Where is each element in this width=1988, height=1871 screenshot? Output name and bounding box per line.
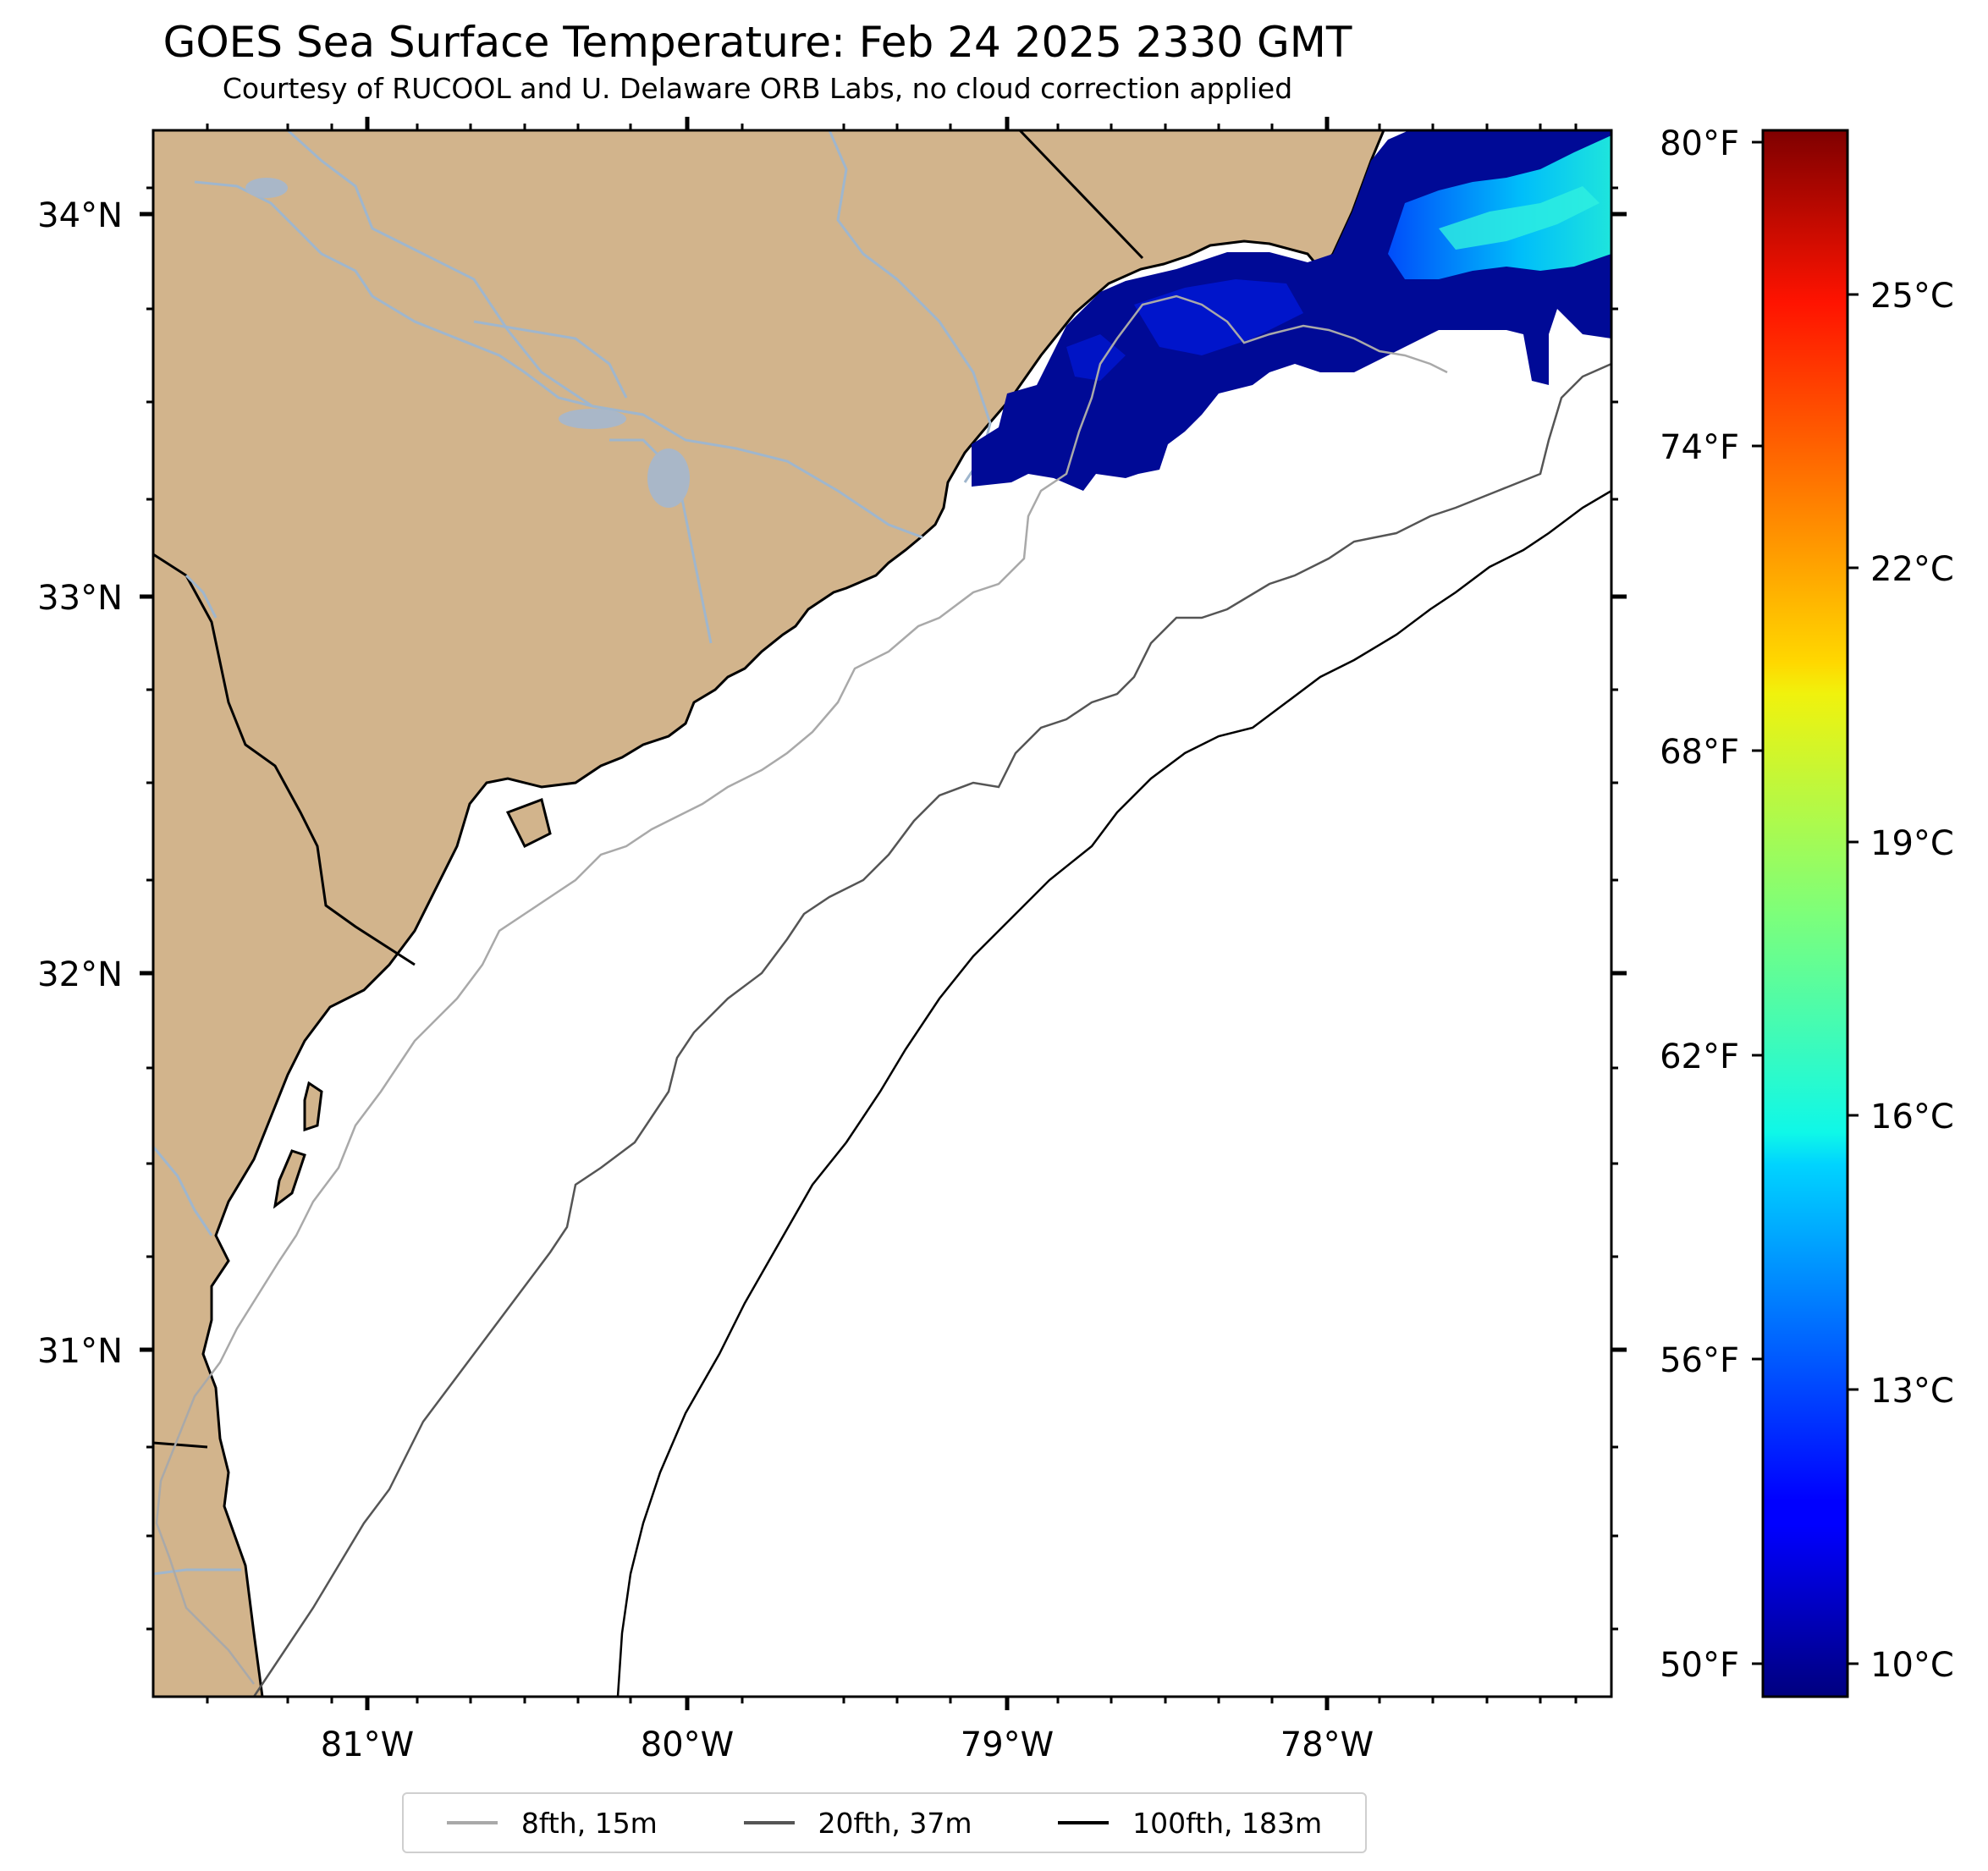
sst-field: [972, 130, 1611, 491]
island: [303, 1081, 323, 1132]
map-frame: [151, 129, 1613, 1698]
isobath-183m: [616, 489, 1611, 1697]
lon-label-79: 79°W: [961, 1725, 1054, 1764]
legend-item-37m: 20fth, 37m: [743, 1806, 972, 1840]
colorbar-c-label: 25°C: [1870, 277, 1954, 316]
island: [273, 1149, 306, 1209]
colorbar-f-label: 50°F: [1660, 1646, 1739, 1685]
isobath-37m: [252, 362, 1611, 1697]
lake: [245, 178, 288, 198]
map-area: [153, 130, 1611, 1697]
lon-label-78: 78°W: [1280, 1725, 1374, 1764]
lat-label-32: 32°N: [37, 955, 123, 994]
isobath-15m: [155, 294, 1448, 1685]
legend-swatch-15m: [446, 1821, 498, 1824]
map-title: GOES Sea Surface Temperature: Feb 24 202…: [162, 18, 1352, 67]
colorbar-c-label: 10°C: [1870, 1646, 1954, 1685]
colorbar-f-label: 62°F: [1660, 1037, 1739, 1076]
state-border: [153, 1441, 208, 1449]
colorbar-f-label: 68°F: [1660, 733, 1739, 772]
legend-swatch-37m: [743, 1821, 795, 1824]
legend-swatch-183m: [1058, 1821, 1110, 1824]
lake: [647, 448, 690, 508]
colorbar-ticks: [1752, 140, 1859, 1665]
isobath-legend: 8fth, 15m 20fth, 37m 100fth, 183m: [402, 1792, 1367, 1853]
colorbar-f-label: 74°F: [1660, 428, 1739, 467]
lat-label-33: 33°N: [37, 579, 123, 618]
state-border: [153, 553, 416, 966]
minor-ticks: [146, 124, 1618, 1703]
colorbar-c-label: 13°C: [1870, 1372, 1954, 1411]
island: [505, 798, 552, 849]
land: [153, 130, 1385, 1697]
legend-label-183m: 100fth, 183m: [1132, 1806, 1323, 1840]
legend-item-183m: 100fth, 183m: [1058, 1807, 1322, 1840]
state-border: [1018, 130, 1144, 260]
legend-item-15m: 8fth, 15m: [446, 1806, 658, 1840]
lat-label-34: 34°N: [37, 196, 123, 235]
lon-label-81: 81°W: [321, 1725, 414, 1764]
colorbar: [1761, 129, 1849, 1698]
legend-label-15m: 8fth, 15m: [520, 1806, 658, 1840]
lon-label-80: 80°W: [641, 1725, 734, 1764]
lat-label-31: 31°N: [37, 1332, 123, 1371]
lake: [559, 409, 626, 429]
colorbar-c-label: 22°C: [1870, 550, 1954, 589]
map-subtitle: Courtesy of RUCOOL and U. Delaware ORB L…: [222, 72, 1293, 105]
colorbar-f-label: 80°F: [1660, 124, 1739, 163]
colorbar-f-label: 56°F: [1660, 1341, 1739, 1380]
colorbar-c-label: 16°C: [1870, 1098, 1954, 1136]
colorbar-c-label: 19°C: [1870, 824, 1954, 863]
legend-label-37m: 20fth, 37m: [818, 1806, 972, 1840]
major-ticks: [140, 117, 1627, 1710]
